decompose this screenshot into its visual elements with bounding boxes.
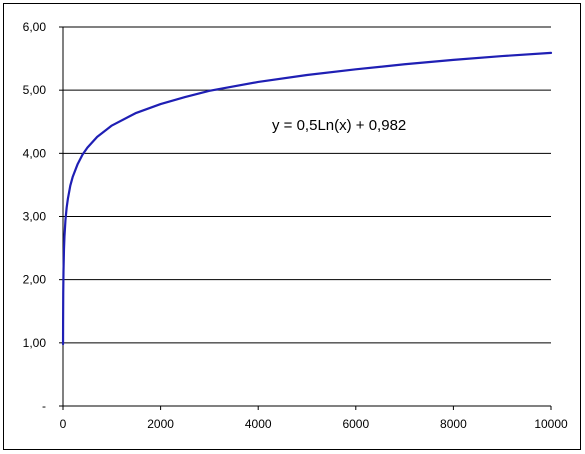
x-tick-label: 0 — [60, 417, 67, 431]
series-layer — [61, 51, 553, 346]
y-tick-label: 2,00 — [23, 273, 47, 287]
x-tick-label: 4000 — [245, 417, 272, 431]
y-tick-label: 6,00 — [23, 20, 47, 34]
x-tick-label: 10000 — [534, 417, 568, 431]
y-tick-label: 1,00 — [23, 336, 47, 350]
x-tick-label: 2000 — [147, 417, 174, 431]
x-axis-ticks: 0 2000 4000 6000 8000 10000 — [60, 406, 568, 431]
gridlines — [63, 26, 551, 344]
y-tick-label: 3,00 — [23, 210, 47, 224]
trendline-equation: y = 0,5Ln(x) + 0,982 — [272, 117, 406, 134]
x-tick-label: 6000 — [342, 417, 369, 431]
y-tick-label: 5,00 — [23, 83, 47, 97]
y-axis-ticks: - 1,00 2,00 3,00 4,00 5,00 6,00 — [23, 20, 63, 413]
y-tick-label: 4,00 — [23, 146, 47, 160]
y-tick-label: - — [42, 399, 46, 413]
x-tick-label: 8000 — [440, 417, 467, 431]
series-line — [61, 51, 553, 346]
